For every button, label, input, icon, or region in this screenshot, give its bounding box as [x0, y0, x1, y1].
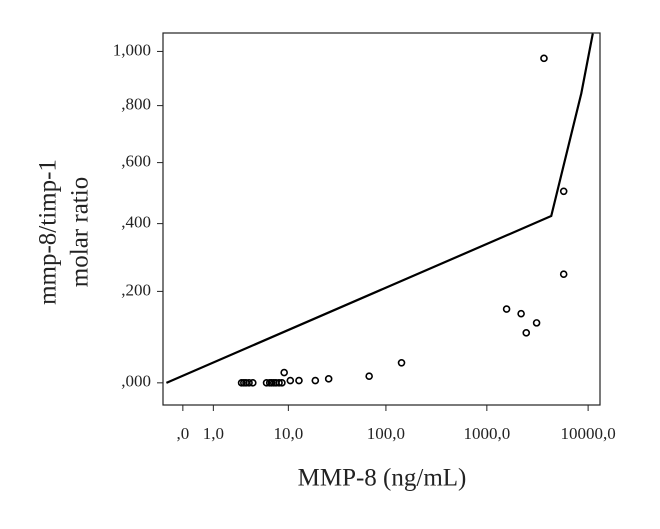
point	[365, 372, 373, 381]
x-axis-label: MMP-8 (ng/mL)	[298, 465, 467, 492]
x-tick-label: 10000,0	[560, 424, 615, 443]
point	[532, 319, 541, 327]
point	[559, 270, 568, 279]
point	[311, 376, 320, 385]
y-tick-label: ,400	[121, 213, 151, 232]
point	[278, 379, 286, 387]
y-tick-label: 1,000	[113, 40, 151, 59]
y-axis-label: molar ratio	[67, 177, 94, 287]
point	[397, 358, 406, 367]
point	[522, 329, 531, 337]
point	[245, 379, 253, 387]
y-tick-label: ,000	[121, 372, 151, 391]
point	[280, 368, 288, 377]
point	[517, 309, 525, 318]
x-tick-label: ,0	[176, 424, 189, 443]
x-tick-label: 1,0	[203, 424, 224, 443]
y-tick-label: ,600	[121, 152, 151, 171]
y-tick-label: ,800	[121, 95, 151, 114]
point	[324, 375, 333, 383]
point	[286, 376, 295, 385]
x-tick-label: 1000,0	[463, 424, 510, 443]
y-tick-label: ,200	[121, 280, 151, 299]
point	[502, 305, 511, 313]
point	[262, 379, 271, 387]
point	[295, 376, 303, 385]
y-axis-label: mmp-8/timp-1	[35, 159, 62, 305]
fit-line	[165, 33, 594, 384]
point	[540, 54, 548, 63]
x-tick-label: 100,0	[367, 424, 405, 443]
point	[275, 379, 283, 387]
point	[248, 379, 257, 387]
point	[559, 187, 568, 196]
x-tick-label: 10,0	[273, 424, 303, 443]
plot-frame	[162, 32, 601, 406]
